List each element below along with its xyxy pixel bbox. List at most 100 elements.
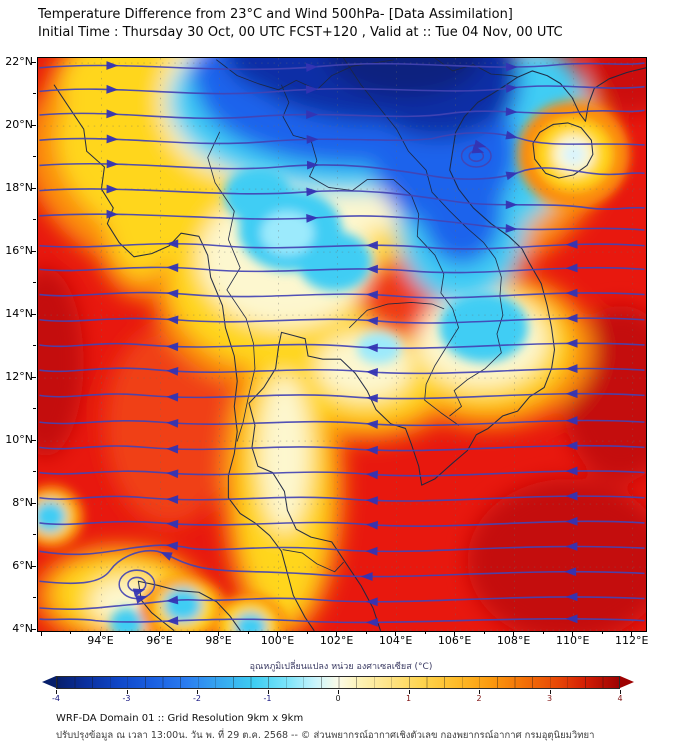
colorbar-tick-label: 3 [546, 694, 553, 703]
wind-arrow [565, 466, 578, 476]
wind-arrow [365, 546, 378, 556]
lat-tick-label: 16°N [5, 244, 33, 258]
wind-arrow [106, 209, 119, 219]
wind-arrow [166, 289, 179, 299]
wind-arrow [366, 470, 379, 480]
lat-tick-mark [33, 345, 36, 347]
wind-arrow [166, 616, 179, 626]
lon-tick-mark [395, 631, 397, 636]
chart-subtitle: Initial Time : Thursday 30 Oct, 00 UTC F… [38, 25, 563, 40]
wind-arrow [505, 200, 518, 210]
lon-tick-label: 110°E [555, 634, 590, 647]
lat-tick-mark [31, 187, 36, 189]
colorbar-tick-mark [549, 690, 551, 694]
lon-tick-mark [40, 631, 42, 636]
colorbar-tick-label: -2 [193, 694, 201, 703]
coastlines [53, 58, 646, 631]
footer-agency-info: ปรับปรุงข้อมูล ณ เวลา 13:00น. วัน พ. ที่… [56, 730, 595, 741]
wind-arrow [166, 342, 179, 352]
wind-arrow [365, 597, 378, 607]
wind-arrow [366, 520, 379, 530]
lon-tick-label: 106°E [437, 634, 472, 647]
colorbar-tick-mark [479, 690, 480, 694]
wind-arrow [135, 595, 148, 604]
coastline-gulf-vietnam-china [248, 67, 646, 631]
colorbar-tick-label: -3 [122, 694, 131, 703]
wind-arrow [365, 445, 378, 455]
lon-tick-label: 100°E [260, 634, 295, 647]
wind-arrow [106, 84, 119, 94]
wind-arrow [505, 62, 518, 72]
lat-tick-label: 14°N [5, 307, 33, 321]
wind-arrow [166, 418, 179, 428]
wind-arrow [366, 290, 379, 300]
lon-tick-mark [306, 631, 308, 634]
lat-tick-mark [33, 93, 36, 95]
wind-arrow [306, 213, 319, 223]
border-china [216, 58, 519, 91]
wind-arrow [106, 159, 119, 169]
colorbar-tick-label: -4 [52, 694, 60, 703]
lon-tick-mark [70, 631, 72, 634]
colorbar-tick-mark [56, 690, 57, 694]
wind-arrow [365, 496, 378, 506]
colorbar-right-arrow [620, 676, 634, 688]
wind-arrow [166, 519, 179, 529]
lon-tick-mark [247, 631, 249, 634]
wind-arrow [565, 288, 578, 298]
wind-arrow [505, 84, 518, 93]
lat-tick-mark [31, 376, 36, 378]
lat-tick-label: 6°N [12, 559, 33, 573]
lat-tick-mark [31, 502, 36, 504]
lon-tick-mark [542, 631, 544, 634]
lon-tick-mark [601, 631, 603, 634]
wind-arrow [305, 63, 318, 72]
wind-arrow [365, 343, 378, 353]
wind-arrow [305, 85, 318, 94]
lat-tick-mark [31, 250, 36, 252]
wind-arrow [166, 595, 179, 605]
lat-tick-label: 18°N [5, 181, 33, 195]
wind-arrow [306, 110, 319, 119]
lon-tick-mark [631, 631, 633, 636]
wind-arrow [306, 160, 319, 170]
wind-arrow [365, 617, 378, 627]
colorbar-tick-label: 4 [617, 694, 623, 703]
wind-arrow [106, 109, 119, 119]
wind-arrow [365, 393, 378, 403]
map-canvas [37, 57, 647, 632]
border-myanmar-thailand [207, 131, 256, 442]
lon-tick-mark [218, 631, 219, 636]
lat-tick-mark [31, 124, 36, 126]
wind-arrow [565, 338, 578, 348]
border-thailand-malaysia [282, 549, 344, 573]
lat-tick-mark [33, 408, 36, 410]
wind-arrow [132, 588, 146, 597]
wind-arrow [565, 491, 578, 501]
colorbar-tick-mark [197, 690, 198, 694]
wind-arrow [166, 392, 179, 402]
lat-tick-label: 8°N [12, 496, 33, 510]
wind-arrow [505, 224, 518, 233]
lon-tick-label: 98°E [205, 634, 232, 647]
lon-tick-label: 104°E [378, 634, 413, 647]
wind-arrow [306, 187, 319, 197]
lon-tick-mark [454, 631, 456, 636]
wind-arrow [564, 567, 577, 577]
lon-tick-mark [483, 631, 485, 634]
border-thailand-cambodia [348, 302, 445, 329]
colorbar [42, 676, 634, 689]
colorbar-tick-label: -1 [263, 694, 272, 703]
lon-tick-mark [336, 631, 338, 636]
wind-arrow [565, 239, 578, 249]
colorbar-tick-label: 0 [335, 694, 341, 703]
wind-arrow [166, 315, 179, 325]
wind-arrow [166, 239, 179, 249]
lat-tick-mark [31, 439, 36, 441]
wind-arrow [166, 444, 179, 454]
colorbar-left-arrow [42, 676, 56, 688]
lat-tick-label: 20°N [5, 118, 33, 132]
wind-arrow [165, 541, 179, 551]
wind-arrow [505, 107, 518, 117]
